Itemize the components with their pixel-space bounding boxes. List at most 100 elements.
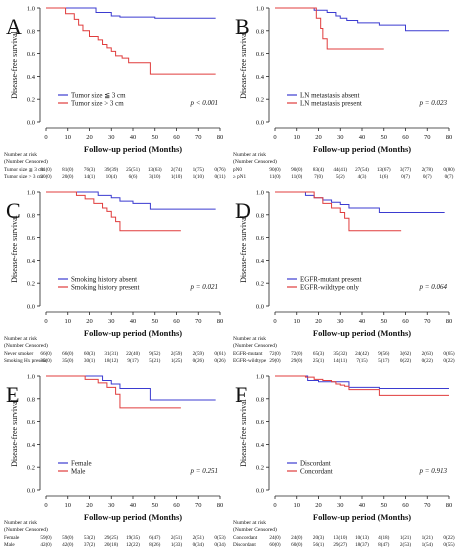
x-tick-label: 20 bbox=[315, 318, 322, 325]
risk-table-cell: 2(63) bbox=[422, 350, 434, 357]
x-tick-label: 20 bbox=[315, 134, 322, 141]
risk-table-cell: 25(51) bbox=[126, 166, 140, 173]
risk-table-cell: 1(21) bbox=[422, 534, 434, 541]
y-tick-label: 0.4 bbox=[256, 442, 265, 449]
y-tick-label: 0.0 bbox=[256, 488, 264, 495]
risk-table-cell: 1(10) bbox=[171, 173, 183, 180]
x-tick-label: 60 bbox=[402, 134, 409, 141]
legend-entry: Discordant bbox=[300, 460, 331, 468]
risk-table-subheader: (Number Censored) bbox=[233, 158, 277, 165]
x-tick-label: 30 bbox=[337, 318, 344, 325]
survival-curve-series-1 bbox=[275, 7, 449, 32]
risk-table-row-label: Tumor size ≦ 3 cm bbox=[4, 167, 44, 173]
risk-table-cell: 0(26) bbox=[214, 357, 226, 364]
x-tick-label: 10 bbox=[294, 318, 301, 325]
y-tick-label: 0.4 bbox=[27, 442, 36, 449]
risk-table-subheader: (Number Censored) bbox=[4, 158, 48, 165]
risk-table-row-label: EGFR-mutant bbox=[233, 351, 263, 357]
risk-table-cell: 13(10) bbox=[333, 534, 347, 541]
y-tick-label: 0.2 bbox=[27, 281, 35, 288]
y-tick-label: 0.8 bbox=[27, 28, 35, 35]
x-tick-label: 60 bbox=[402, 502, 409, 509]
risk-table-cell: 5(17) bbox=[378, 357, 390, 364]
y-tick-label: 0.6 bbox=[256, 235, 265, 242]
risk-table-cell: 7(15) bbox=[356, 357, 368, 364]
risk-table-cell: 20(0) bbox=[40, 173, 52, 180]
risk-table-cell: 0(7) bbox=[445, 173, 454, 180]
panel-label: F bbox=[235, 382, 247, 407]
x-tick-label: 0 bbox=[273, 318, 276, 325]
risk-table-cell: 35(0) bbox=[40, 357, 52, 364]
risk-table-cell: 35(0) bbox=[62, 357, 74, 364]
risk-table-cell: 60(3) bbox=[84, 350, 96, 357]
y-tick-label: 1.0 bbox=[256, 190, 264, 197]
risk-table-cell: 13(63) bbox=[148, 166, 162, 173]
panel-a: A 0.0 0.2 0.4 0.6 0.8 1.0 0 10 20 30 40 50 60 70 80 Dise… bbox=[4, 6, 226, 181]
x-tick-label: 10 bbox=[294, 134, 301, 141]
x-tick-label: 0 bbox=[273, 134, 276, 141]
risk-table-cell: 0(55) bbox=[443, 541, 455, 548]
risk-table-header: Number at risk bbox=[233, 520, 266, 526]
risk-table-cell: 0(61) bbox=[214, 350, 226, 357]
x-tick-label: 50 bbox=[381, 502, 388, 509]
legend-entry: Male bbox=[71, 468, 85, 476]
risk-table-cell: 0(34) bbox=[193, 541, 205, 548]
x-tick-label: 40 bbox=[359, 318, 366, 325]
y-tick-label: 0.6 bbox=[27, 51, 36, 58]
p-value: p = 0.023 bbox=[419, 99, 448, 107]
x-axis-label: Follow-up period (Months) bbox=[84, 144, 182, 154]
x-tick-label: 60 bbox=[173, 318, 180, 325]
x-tick-label: 30 bbox=[337, 134, 344, 141]
y-tick-label: 0.4 bbox=[256, 258, 265, 265]
y-tick-label: 0.2 bbox=[256, 281, 264, 288]
y-tick-label: 1.0 bbox=[27, 374, 35, 381]
survival-curve-series-2 bbox=[275, 375, 449, 396]
x-tick-label: 80 bbox=[446, 502, 453, 509]
risk-table-cell: 5(21) bbox=[149, 357, 161, 364]
survival-curve-series-2 bbox=[46, 191, 181, 232]
risk-table-cell: 56(1) bbox=[313, 541, 325, 548]
x-tick-label: 60 bbox=[173, 134, 180, 141]
risk-table-cell: 2(74) bbox=[171, 166, 183, 173]
risk-table-header: Number at risk bbox=[233, 336, 266, 342]
risk-table-header: Number at risk bbox=[4, 152, 37, 158]
x-tick-label: 10 bbox=[294, 502, 301, 509]
x-tick-label: 0 bbox=[44, 134, 47, 141]
risk-table-cell: 2(59) bbox=[171, 350, 183, 357]
x-tick-label: 30 bbox=[108, 134, 115, 141]
risk-table-cell: 10(4) bbox=[106, 173, 118, 180]
risk-table-cell: 0(22) bbox=[443, 534, 455, 541]
risk-table-cell: 1(25) bbox=[171, 357, 183, 364]
p-value: p = 0.913 bbox=[419, 467, 448, 475]
risk-table-cell: 35(32) bbox=[333, 350, 347, 357]
risk-table-cell: 9(17) bbox=[127, 357, 139, 364]
panel-label: D bbox=[235, 198, 251, 223]
y-tick-label: 0.0 bbox=[27, 304, 35, 311]
x-tick-label: 0 bbox=[44, 502, 47, 509]
x-tick-label: 80 bbox=[446, 134, 453, 141]
panel-d: D 0.0 0.2 0.4 0.6 0.8 1.0 0 10 20 30 40 50 60 70 80 Dise… bbox=[233, 190, 455, 365]
survival-curve-series-1 bbox=[275, 191, 445, 214]
risk-table-cell: 25(1) bbox=[313, 357, 325, 364]
risk-table-cell: 72(0) bbox=[269, 350, 281, 357]
x-tick-label: 10 bbox=[65, 134, 72, 141]
legend-entry: LN metastasis absent bbox=[300, 92, 360, 100]
survival-curve-series-1 bbox=[46, 7, 216, 19]
risk-table-cell: 0(22) bbox=[400, 357, 412, 364]
x-tick-label: 80 bbox=[217, 318, 224, 325]
y-axis-label: Disease-free survival bbox=[10, 30, 19, 99]
risk-table-cell: 24(0) bbox=[269, 534, 281, 541]
risk-table-cell: 53(2) bbox=[84, 534, 96, 541]
risk-table-cell: 4(18) bbox=[378, 534, 390, 541]
y-tick-label: 0.2 bbox=[256, 97, 264, 104]
y-tick-label: 0.2 bbox=[256, 465, 264, 472]
risk-table-cell: 1(21) bbox=[400, 534, 412, 541]
legend-entry: Smoking history present bbox=[71, 284, 139, 292]
risk-table-cell: 29(25) bbox=[104, 534, 118, 541]
risk-table-cell: 8(47) bbox=[378, 541, 390, 548]
legend-entry: LN metastasis present bbox=[300, 100, 362, 108]
risk-table-subheader: (Number Censored) bbox=[4, 526, 48, 533]
x-tick-label: 20 bbox=[315, 502, 322, 509]
x-tick-label: 60 bbox=[173, 502, 180, 509]
x-tick-label: 80 bbox=[446, 318, 453, 325]
